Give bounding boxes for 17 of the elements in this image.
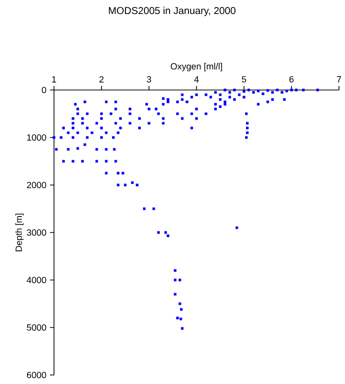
chart-title: MODS2005 in January, 2000 xyxy=(108,6,236,16)
x-tick-label: 1 xyxy=(52,76,56,82)
x-tick-label: 5 xyxy=(242,76,246,82)
y-tick-label: 2000 xyxy=(26,182,46,188)
y-tick-label: 0 xyxy=(42,86,46,94)
y-tick-label: 3000 xyxy=(26,229,46,236)
x-tick-label: 3 xyxy=(146,76,152,82)
x-tick-label: 2 xyxy=(99,76,104,82)
x-tick-label: 6 xyxy=(289,76,294,82)
y-axis-title: Depth [m] xyxy=(15,214,24,252)
x-tick-label: 7 xyxy=(336,76,342,82)
y-tick-label: 5000 xyxy=(26,324,46,331)
x-axis-title: Oxygen [ml/l] xyxy=(170,62,222,72)
y-tick-label: 4000 xyxy=(26,276,46,284)
x-tick-label: 4 xyxy=(194,76,199,82)
y-tick-label: 6000 xyxy=(26,372,46,378)
y-tick-label: 1000 xyxy=(27,134,46,141)
